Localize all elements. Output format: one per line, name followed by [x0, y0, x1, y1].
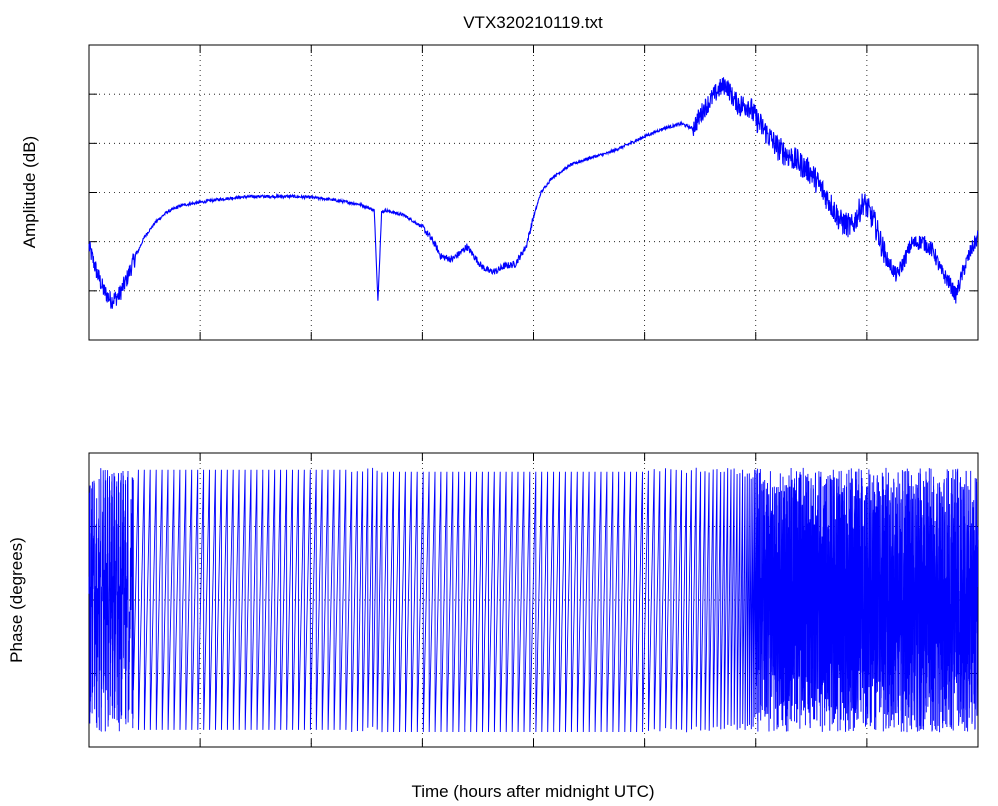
amplitude-ticks — [88, 44, 979, 341]
amplitude-series-line — [88, 77, 979, 309]
phase-panel: Phase (degrees) Time (hours after midnig… — [7, 452, 979, 801]
amplitude-grid — [89, 45, 978, 340]
phase-y-axis-label: Phase (degrees) — [7, 537, 26, 663]
amplitude-panel: Amplitude (dB) — [20, 44, 979, 341]
amplitude-y-axis-label: Amplitude (dB) — [20, 136, 39, 248]
plot-title: VTX320210119.txt — [463, 13, 603, 32]
phase-series-line — [88, 467, 979, 733]
phase-x-axis-label: Time (hours after midnight UTC) — [411, 782, 654, 801]
